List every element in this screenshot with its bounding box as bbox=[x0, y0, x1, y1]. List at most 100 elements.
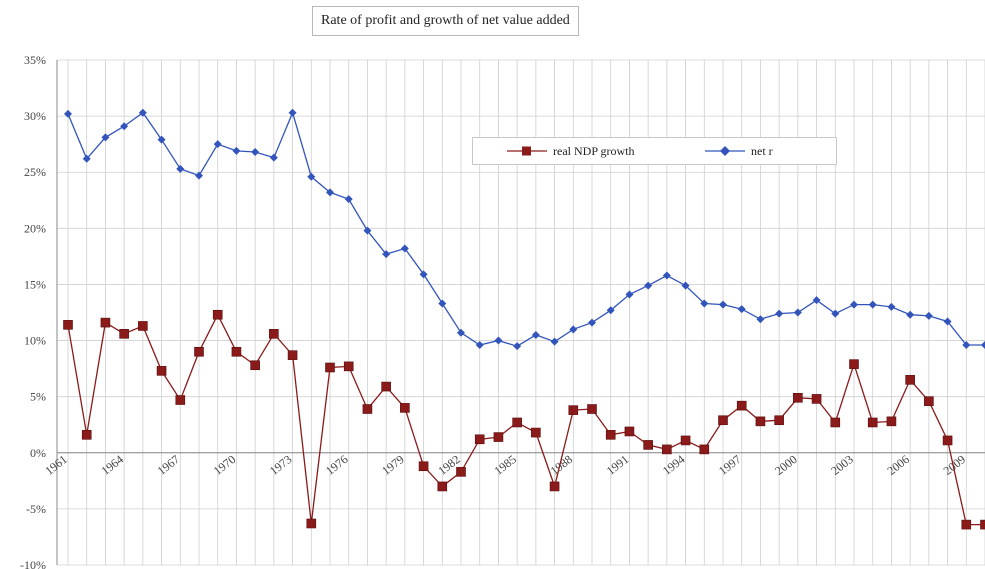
data-point bbox=[419, 270, 428, 279]
y-tick-label: 25% bbox=[24, 165, 46, 179]
data-point bbox=[269, 153, 278, 162]
data-point bbox=[662, 271, 671, 280]
data-point bbox=[437, 481, 448, 492]
data-point bbox=[719, 300, 727, 309]
x-tick-label: 1988 bbox=[548, 452, 576, 478]
data-point bbox=[849, 359, 859, 369]
series-line bbox=[67, 313, 985, 526]
data-point bbox=[830, 417, 841, 428]
x-tick-label: 1991 bbox=[604, 452, 632, 478]
data-point bbox=[64, 109, 72, 118]
x-tick-label: 2000 bbox=[772, 452, 800, 478]
data-point bbox=[737, 305, 746, 314]
data-point bbox=[775, 309, 784, 318]
y-tick-label: 15% bbox=[24, 277, 46, 291]
series-net-r bbox=[64, 108, 985, 351]
data-point bbox=[381, 381, 391, 392]
data-point bbox=[606, 306, 615, 315]
x-tick-label: 1979 bbox=[379, 452, 407, 478]
chart-title: Rate of profit and growth of net value a… bbox=[312, 6, 579, 36]
data-point bbox=[793, 392, 803, 403]
data-point bbox=[943, 317, 952, 326]
x-tick-label: 1976 bbox=[323, 452, 351, 478]
data-point bbox=[512, 417, 522, 428]
data-point bbox=[868, 300, 877, 309]
data-point bbox=[568, 405, 579, 415]
data-point bbox=[867, 417, 878, 428]
series-layer bbox=[63, 108, 985, 530]
data-point bbox=[793, 308, 802, 317]
data-point bbox=[138, 108, 147, 117]
data-point bbox=[605, 430, 616, 440]
x-tick-label: 1970 bbox=[211, 452, 239, 478]
data-point bbox=[212, 309, 223, 320]
data-point bbox=[924, 311, 933, 320]
data-point bbox=[699, 444, 710, 455]
x-tick-label: 1964 bbox=[98, 452, 126, 478]
data-point bbox=[344, 195, 353, 204]
data-point bbox=[681, 281, 690, 290]
y-tick-label: 20% bbox=[24, 221, 46, 235]
data-point bbox=[250, 360, 260, 371]
data-point bbox=[157, 135, 166, 144]
data-point bbox=[343, 361, 354, 372]
data-point bbox=[194, 346, 204, 357]
gridlines bbox=[57, 59, 985, 566]
data-point bbox=[120, 122, 129, 131]
x-axis-ticks: 1961 1964 1967 1970 1973 1976 1979 1982 1985 1988… bbox=[42, 452, 968, 478]
data-point bbox=[850, 300, 858, 309]
data-point bbox=[307, 172, 316, 181]
data-point bbox=[549, 481, 560, 492]
data-point bbox=[680, 435, 691, 446]
data-point bbox=[232, 146, 241, 155]
data-point bbox=[81, 430, 92, 440]
data-point bbox=[774, 415, 784, 426]
data-point bbox=[513, 342, 522, 351]
data-point bbox=[195, 171, 203, 180]
data-point bbox=[456, 467, 466, 477]
legend: real NDP growth net r bbox=[472, 137, 837, 165]
x-tick-label: 1985 bbox=[491, 452, 519, 478]
data-point bbox=[981, 341, 985, 350]
x-tick-label: 1973 bbox=[267, 452, 295, 478]
data-point bbox=[962, 341, 971, 350]
data-point bbox=[980, 519, 985, 530]
data-point bbox=[887, 302, 896, 311]
data-point bbox=[119, 329, 129, 339]
legend-ndp-swatch bbox=[507, 146, 547, 156]
data-point bbox=[400, 244, 409, 253]
data-point bbox=[494, 336, 503, 345]
data-point bbox=[700, 299, 709, 308]
y-tick-label: 10% bbox=[24, 334, 46, 348]
data-point bbox=[811, 394, 822, 404]
x-tick-label: 1994 bbox=[660, 452, 688, 478]
data-point bbox=[662, 444, 672, 455]
data-point bbox=[644, 281, 653, 290]
x-tick-label: 2006 bbox=[884, 452, 912, 478]
x-tick-label: 1967 bbox=[155, 452, 183, 478]
data-point bbox=[326, 188, 334, 197]
data-point bbox=[287, 350, 298, 360]
data-point bbox=[175, 395, 186, 405]
data-point bbox=[942, 435, 953, 446]
data-point bbox=[306, 518, 317, 529]
data-point bbox=[756, 315, 765, 324]
data-point bbox=[624, 426, 635, 437]
data-point bbox=[550, 337, 559, 346]
data-point bbox=[363, 226, 372, 235]
legend-ndp-label: real NDP growth bbox=[553, 144, 635, 158]
data-point bbox=[569, 325, 578, 334]
axes bbox=[56, 60, 985, 565]
data-point bbox=[475, 341, 484, 350]
data-point bbox=[961, 519, 972, 530]
data-point bbox=[251, 148, 260, 157]
data-point bbox=[531, 427, 541, 438]
data-point bbox=[400, 403, 410, 413]
data-point bbox=[176, 164, 185, 173]
x-tick-label: 2009 bbox=[941, 452, 969, 478]
data-point bbox=[718, 415, 728, 426]
data-point bbox=[625, 290, 634, 299]
y-tick-label: 35% bbox=[24, 53, 46, 67]
data-point bbox=[138, 321, 148, 331]
data-point bbox=[924, 396, 934, 406]
